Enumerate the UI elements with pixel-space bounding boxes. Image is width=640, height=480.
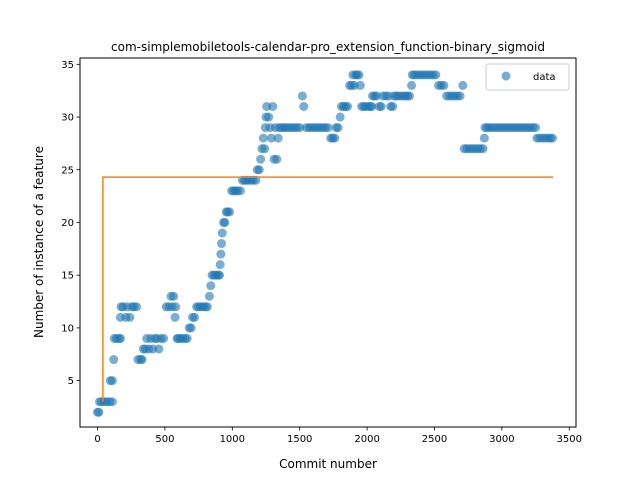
data-point (547, 133, 557, 143)
data-point (115, 333, 125, 343)
data-point (220, 217, 230, 227)
data-point (330, 133, 340, 143)
legend-marker-data (501, 71, 511, 81)
data-point (458, 80, 468, 90)
data-point (323, 123, 333, 133)
data-point (335, 112, 345, 122)
data-point (132, 302, 142, 312)
data-point (217, 239, 227, 249)
data-point (273, 133, 283, 143)
data-point (295, 123, 305, 133)
axes-frame (79, 57, 577, 428)
data-point (333, 123, 343, 133)
data-point (182, 333, 192, 343)
y-tick-label: 20 (61, 218, 74, 229)
legend: data (485, 63, 570, 91)
data-point (478, 144, 488, 154)
y-tick-label: 10 (61, 323, 74, 334)
data-point (215, 270, 224, 280)
plot-area (93, 70, 557, 417)
data-point (109, 355, 119, 365)
data-point (202, 302, 212, 312)
data-point (215, 260, 225, 270)
data-point (431, 70, 441, 80)
data-point (297, 91, 307, 101)
data-point (186, 323, 196, 333)
y-tick-label: 25 (61, 165, 74, 176)
x-tick-label: 1000 (220, 434, 245, 445)
data-point (256, 154, 266, 164)
y-tick-label: 15 (61, 271, 74, 282)
data-point (272, 154, 282, 164)
x-tick-label: 0 (94, 434, 100, 445)
data-point (388, 102, 398, 111)
data-point (225, 207, 235, 217)
data-point (125, 312, 135, 322)
x-tick-label: 2000 (354, 434, 379, 445)
data-point (354, 70, 364, 80)
x-axis: 0 500 1000 1500 2000 2500 3000 3500 (94, 427, 582, 445)
data-point (216, 249, 226, 259)
y-tick-label: 30 (61, 113, 74, 124)
data-point (107, 376, 117, 386)
fit-line (102, 176, 554, 402)
x-tick-label: 3000 (489, 434, 514, 445)
data-point (343, 102, 353, 111)
data-point (266, 133, 276, 143)
data-point (531, 123, 541, 133)
data-point (367, 102, 377, 111)
y-axis: 5 10 15 20 25 30 35 (61, 60, 80, 387)
data-point (260, 144, 270, 154)
data-point (235, 186, 245, 196)
y-tick-label: 5 (68, 376, 74, 387)
data-point (407, 80, 417, 90)
legend-label-data: data (533, 72, 556, 83)
data-point (170, 312, 180, 322)
data-point (355, 80, 365, 90)
data-point (169, 291, 179, 301)
data-point (217, 228, 227, 238)
data-point (251, 175, 261, 185)
legend-box (485, 63, 570, 91)
x-tick-label: 500 (155, 434, 174, 445)
data-point (376, 102, 386, 111)
x-tick-label: 3500 (557, 434, 582, 445)
data-point (258, 133, 268, 143)
y-axis-label: Number of instance of a feature (32, 146, 46, 338)
data-point (479, 133, 489, 143)
data-point (405, 91, 415, 101)
x-tick-label: 1500 (287, 434, 312, 445)
data-point (137, 355, 147, 365)
chart-title: com-simplemobiletools-calendar-pro_exten… (111, 40, 545, 54)
data-point (254, 165, 264, 175)
data-point (107, 397, 117, 407)
y-tick-label: 35 (61, 60, 74, 71)
data-point (372, 91, 382, 101)
data-point (204, 291, 214, 301)
data-point (206, 281, 216, 291)
data-point (154, 344, 164, 354)
data-point (268, 102, 278, 111)
x-axis-label: Commit number (279, 457, 377, 471)
data-point (171, 302, 181, 312)
data-point (94, 407, 104, 417)
data-point (439, 80, 449, 90)
data-point (159, 333, 169, 343)
data-point (455, 91, 465, 101)
data-point (299, 102, 309, 111)
data-point (264, 112, 274, 122)
data-point (190, 312, 200, 322)
x-tick-label: 2500 (422, 434, 447, 445)
